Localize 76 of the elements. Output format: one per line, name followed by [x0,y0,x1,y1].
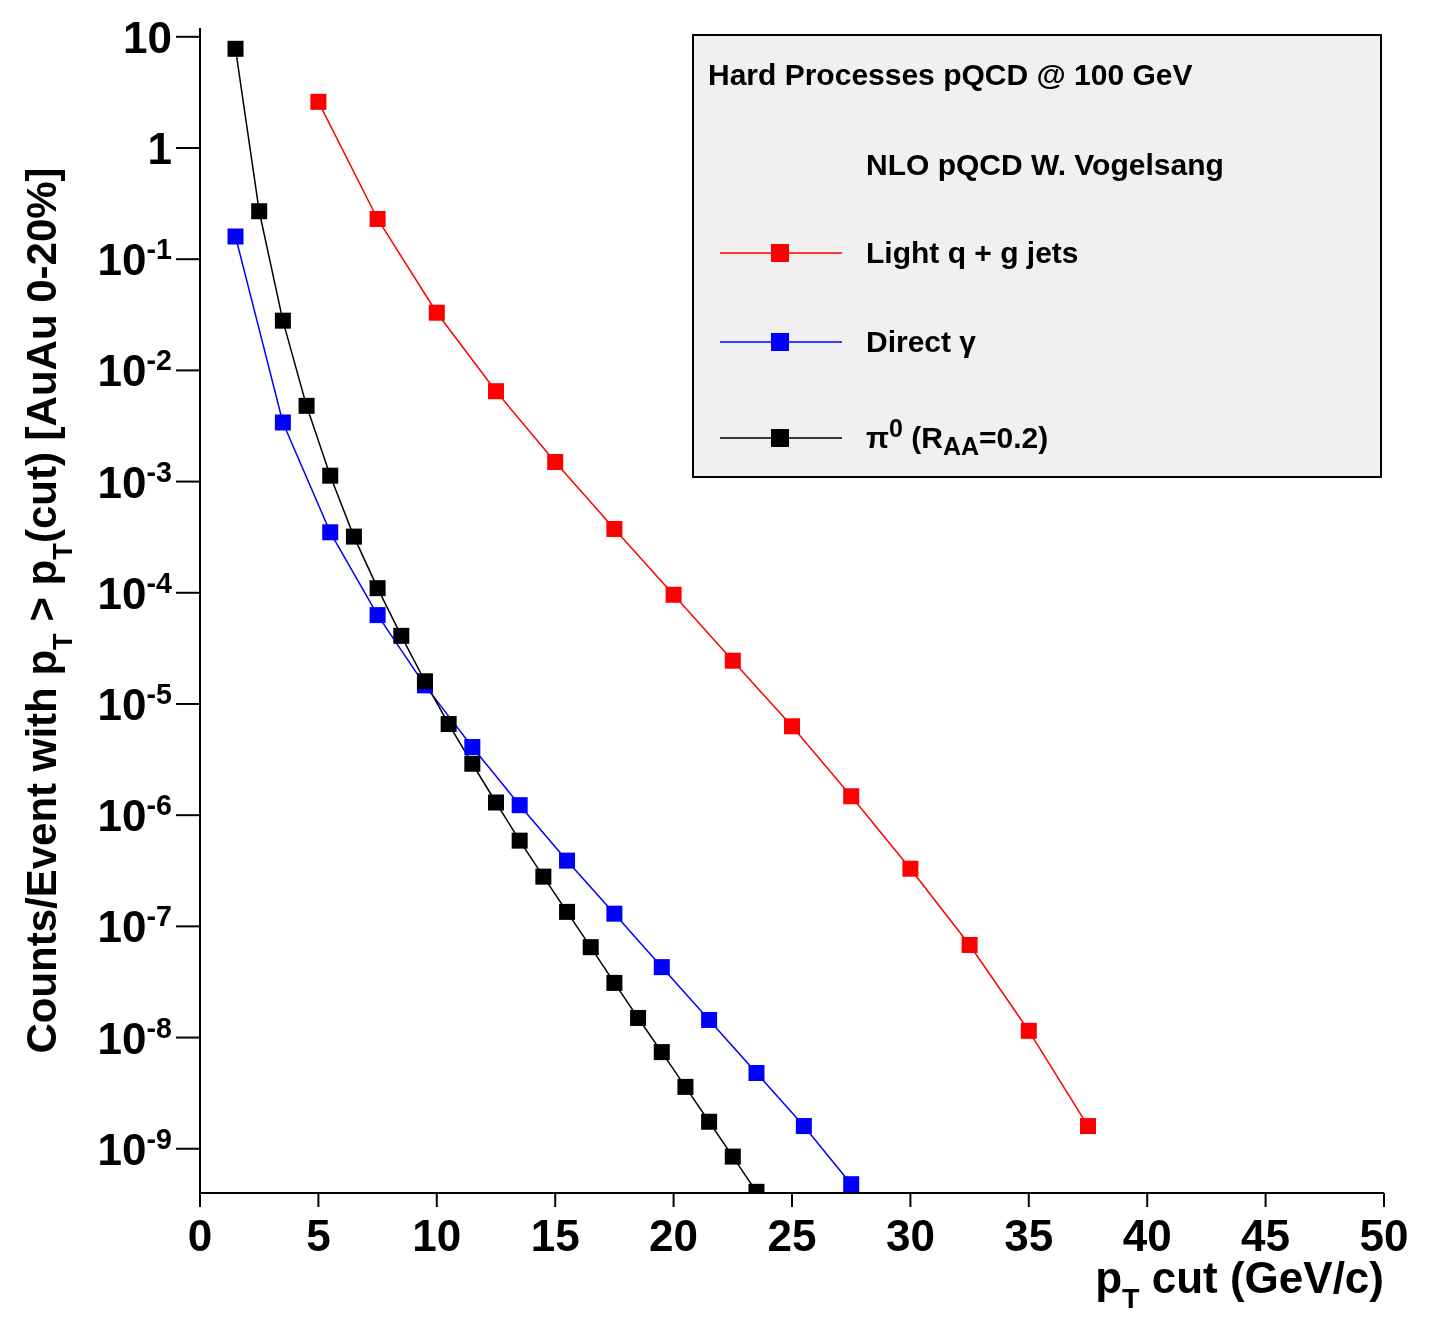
y-tick-label: 1 [147,124,172,173]
x-tick-label: 35 [1004,1211,1054,1260]
point [345,528,362,545]
y-tick-label: 10$^{-5}$ [97,677,173,729]
point [298,397,315,414]
y-tick-label: 10$^{-9}$ [97,1122,172,1174]
point [559,903,576,920]
point [322,524,339,541]
y-tick-label: 10$^{-8}$ [97,1011,173,1063]
point [369,607,386,624]
point [227,228,244,245]
point [653,1044,670,1061]
point [902,860,919,877]
legend-label: Light q + g jets [866,236,1079,270]
y-tick-label: 10 [123,12,172,62]
point [428,304,445,321]
point [701,1113,718,1130]
point [369,580,386,597]
x-tick-label: 25 [767,1211,817,1260]
point [464,755,481,772]
y-tick-label: 10$^{-7}$ [97,900,172,952]
legend-label: Direct γ [866,325,977,359]
y-tick-label: 10$^{-3}$ [97,455,172,507]
x-tick-label: 20 [649,1211,699,1260]
point [440,716,457,733]
point [606,520,623,537]
point [251,203,268,220]
point [488,794,504,811]
point [795,1118,812,1135]
point [606,905,623,922]
point [582,939,599,956]
point [724,1148,741,1165]
y-tick-label: 10$^{-2}$ [97,344,172,396]
point [488,383,504,400]
x-tick-label: 45 [1241,1211,1291,1260]
point [665,586,682,603]
point [653,959,670,976]
point [724,652,741,669]
point [310,93,327,110]
y-tick-label: 10$^{-1}$ [97,233,173,285]
y-tick-label: 10$^{-4}$ [97,566,173,618]
x-tick-label: 50 [1359,1211,1409,1260]
point [606,974,623,991]
point [630,1009,647,1026]
point [322,467,339,484]
point [416,673,433,690]
point [1080,1118,1096,1135]
point [369,210,386,227]
point [677,1078,694,1095]
point [274,312,291,329]
x-tick-label: 40 [1122,1211,1172,1260]
point [961,936,978,953]
point [1020,1022,1037,1039]
x-tick-label: 30 [885,1211,935,1260]
legend-label: π$^{0}$ (R$_{AA}$=0.2) [866,414,1049,461]
x-tick-label: 5 [306,1211,331,1260]
point [227,40,244,57]
x-tick-label: 15 [530,1211,580,1260]
point [274,414,291,431]
point [843,1176,860,1193]
point [464,739,481,756]
point [535,868,552,885]
x-tick-label: 10 [412,1211,462,1260]
legend-title: Hard Processes pQCD @ 100 GeV [708,58,1193,92]
point [701,1011,718,1028]
point [511,797,528,814]
point [748,1065,765,1081]
point [784,718,800,735]
point [559,852,576,869]
point [843,788,860,805]
x-tick-label: 0 [187,1211,213,1260]
y-tick-label: 10$^{-6}$ [97,789,172,841]
annotation: NLO pQCD W. Vogelsang [866,148,1224,182]
point [393,627,410,644]
point [547,454,564,470]
point [511,832,528,849]
